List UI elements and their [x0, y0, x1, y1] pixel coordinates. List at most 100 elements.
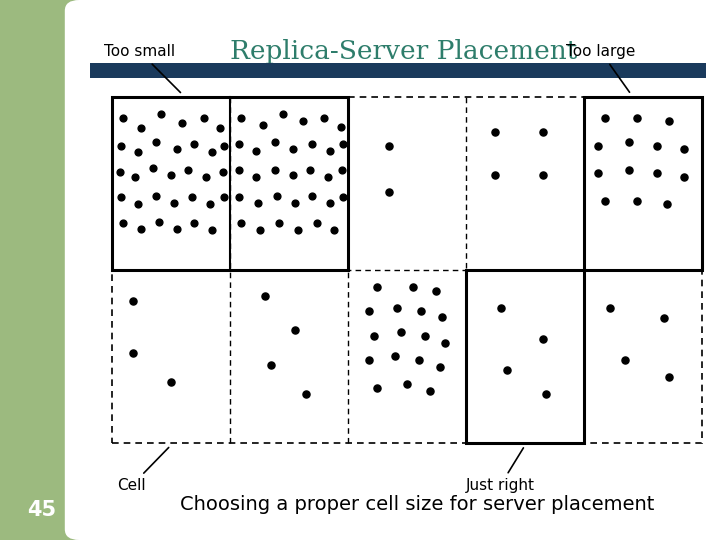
Point: [117, 113, 129, 122]
Point: [678, 145, 690, 153]
Point: [147, 164, 158, 172]
Point: [115, 193, 127, 202]
Point: [217, 167, 228, 176]
Text: Choosing a proper cell size for server placement: Choosing a proper cell size for server p…: [181, 495, 654, 515]
Point: [277, 110, 289, 119]
Point: [425, 387, 436, 395]
Text: Replica-Server Placement: Replica-Server Placement: [230, 39, 577, 64]
Text: Too large: Too large: [566, 44, 636, 92]
Point: [623, 165, 634, 174]
Point: [297, 117, 309, 126]
Point: [324, 146, 336, 155]
Text: Just right: Just right: [466, 448, 535, 493]
Point: [198, 113, 210, 122]
Bar: [584, 97, 702, 270]
Point: [235, 219, 247, 228]
Point: [269, 138, 280, 146]
Point: [168, 198, 180, 207]
Point: [176, 119, 188, 127]
Bar: [90, 63, 706, 78]
Point: [537, 171, 549, 179]
Point: [600, 197, 611, 205]
Point: [652, 141, 663, 150]
Point: [307, 139, 318, 148]
Point: [407, 283, 418, 292]
Point: [186, 193, 198, 202]
Point: [259, 292, 271, 300]
Point: [322, 172, 333, 181]
Point: [233, 165, 245, 174]
Point: [132, 148, 143, 157]
Point: [501, 366, 513, 375]
Point: [257, 120, 269, 129]
Point: [652, 169, 663, 178]
Text: Too small: Too small: [104, 44, 181, 92]
Point: [265, 361, 276, 369]
Point: [383, 188, 395, 197]
Point: [292, 226, 304, 234]
Point: [235, 113, 247, 122]
Point: [307, 191, 318, 200]
Point: [337, 139, 348, 148]
Point: [436, 312, 448, 321]
Point: [661, 200, 672, 208]
Point: [165, 171, 176, 179]
Point: [117, 219, 129, 228]
Point: [150, 138, 162, 146]
Point: [189, 139, 200, 148]
Point: [206, 226, 217, 234]
Point: [537, 335, 549, 343]
Point: [269, 165, 280, 174]
Point: [250, 172, 261, 181]
Point: [419, 332, 431, 340]
Point: [415, 307, 427, 316]
Bar: [466, 270, 584, 443]
Point: [156, 110, 167, 119]
Text: 45: 45: [27, 500, 56, 521]
Point: [336, 165, 348, 174]
Point: [135, 124, 147, 133]
Point: [372, 283, 383, 292]
Point: [490, 127, 501, 136]
Point: [413, 355, 424, 364]
Point: [368, 332, 379, 340]
Point: [324, 198, 336, 207]
Point: [127, 349, 139, 357]
Point: [289, 326, 300, 335]
Point: [206, 148, 217, 157]
Point: [619, 355, 631, 364]
Point: [372, 383, 383, 392]
Point: [127, 297, 139, 306]
Point: [218, 193, 230, 202]
Point: [301, 390, 312, 399]
Point: [150, 191, 162, 200]
Point: [495, 303, 507, 312]
Point: [204, 200, 215, 208]
Text: Cell: Cell: [117, 448, 168, 493]
Point: [288, 145, 300, 153]
Point: [271, 191, 283, 200]
Point: [390, 352, 401, 361]
Point: [364, 307, 375, 316]
Point: [593, 141, 604, 150]
FancyBboxPatch shape: [65, 0, 720, 540]
Point: [434, 362, 446, 371]
Point: [255, 226, 266, 234]
Point: [132, 200, 143, 208]
Point: [252, 198, 264, 207]
Point: [189, 219, 200, 228]
Point: [678, 172, 690, 181]
Point: [114, 167, 125, 176]
Point: [289, 198, 300, 207]
Point: [383, 141, 395, 150]
Point: [623, 138, 634, 146]
Point: [328, 226, 339, 234]
Point: [165, 378, 176, 387]
Point: [541, 390, 552, 399]
Point: [135, 224, 147, 233]
Point: [130, 172, 141, 181]
Point: [171, 145, 182, 153]
Point: [401, 380, 413, 388]
Point: [537, 127, 549, 136]
Point: [392, 303, 403, 312]
